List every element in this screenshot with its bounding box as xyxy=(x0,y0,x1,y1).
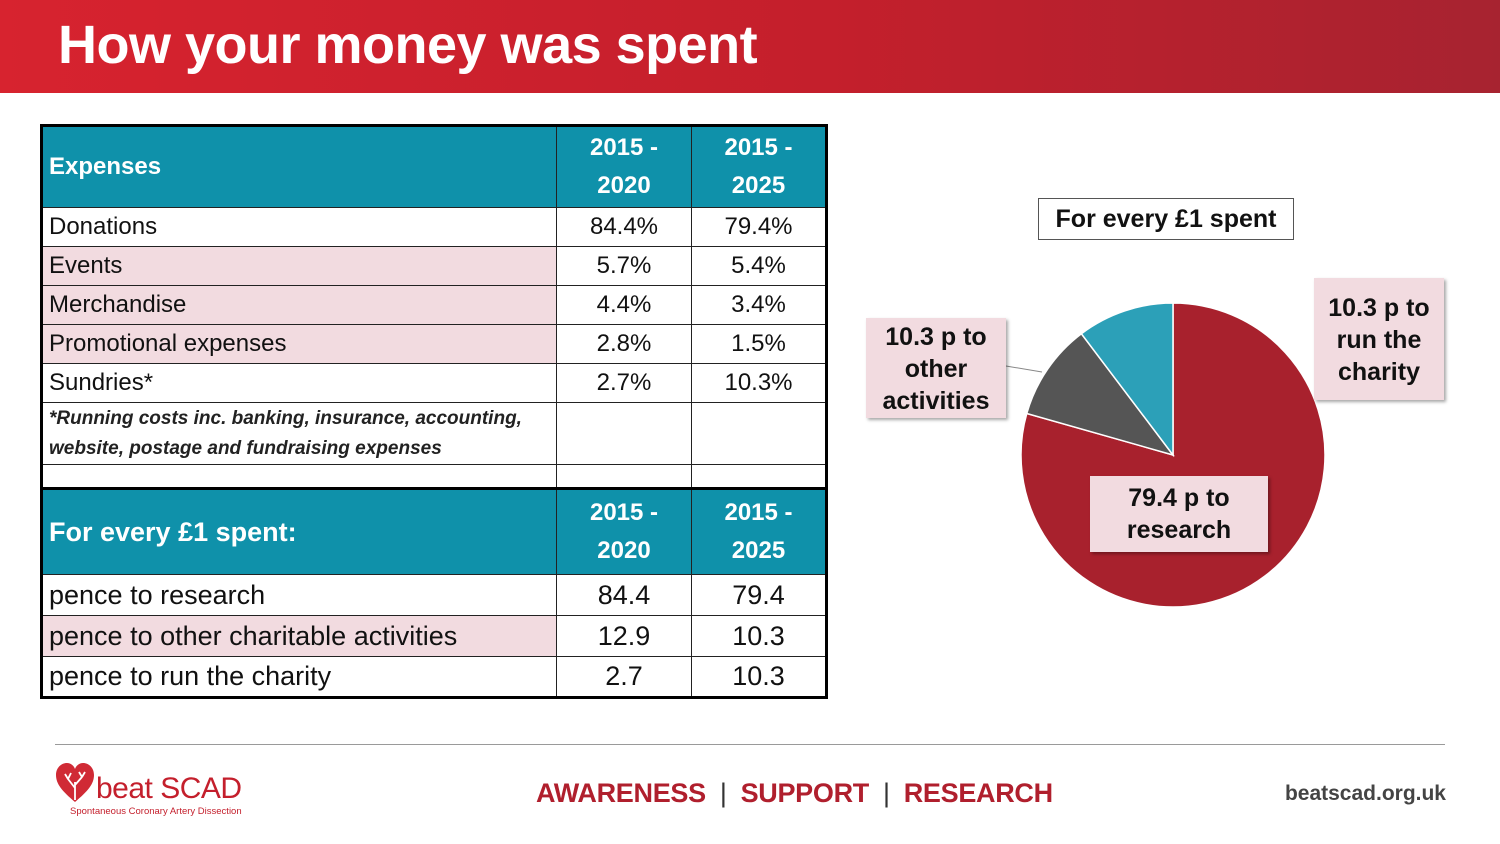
row-value-2020: 2.7% xyxy=(556,363,692,403)
callout-run-charity: 10.3 p to run the charity xyxy=(1314,278,1444,400)
footnote-line-1: *Running costs inc. banking, insurance, … xyxy=(49,407,522,429)
tagline-separator: | xyxy=(719,778,727,808)
pound-header-col2: 2015 - 2025 xyxy=(691,488,827,575)
beat-scad-logo[interactable]: beat SCAD Spontaneous Coronary Artery Di… xyxy=(54,760,254,820)
title-banner: How your money was spent xyxy=(0,0,1500,93)
row-value-2025: 79.4 xyxy=(691,574,827,616)
row-value-2025: 5.4% xyxy=(691,246,827,286)
empty-cell xyxy=(691,464,827,490)
row-value-2025: 1.5% xyxy=(691,324,827,364)
row-value-2025: 10.3 xyxy=(691,656,827,698)
pound-header-label: For every £1 spent: xyxy=(41,488,557,575)
pound-header-col1: 2015 - 2020 xyxy=(556,488,692,575)
callout-research: 79.4 p to research xyxy=(1090,476,1268,552)
pie-title: For every £1 spent xyxy=(1038,198,1294,240)
row-value-2020: 2.7 xyxy=(556,656,692,698)
table-row: Merchandise 4.4% 3.4% xyxy=(41,285,827,325)
footnote-line-2: website, postage and fundraising expense… xyxy=(49,437,442,459)
website-link[interactable]: beatscad.org.uk xyxy=(1284,782,1446,805)
tagline: AWARENESS | SUPPORT | RESEARCH xyxy=(536,778,1053,809)
callout-leader-line xyxy=(1005,365,1043,373)
row-value-2020: 84.4% xyxy=(556,207,692,247)
row-label: pence to run the charity xyxy=(41,656,557,698)
expenses-header-col1: 2015 - 2020 xyxy=(556,125,692,208)
tagline-awareness: AWARENESS xyxy=(536,778,706,808)
empty-cell xyxy=(41,464,557,490)
table-row: Promotional expenses 2.8% 1.5% xyxy=(41,324,827,364)
brand-subtitle: Spontaneous Coronary Artery Dissection xyxy=(70,806,242,817)
empty-cell xyxy=(556,402,692,465)
row-value-2020: 84.4 xyxy=(556,574,692,616)
footer-divider xyxy=(55,744,1445,745)
expenses-header-col2: 2015 - 2025 xyxy=(691,125,827,208)
row-label: pence to other charitable activities xyxy=(41,615,557,657)
table-row: pence to research 84.4 79.4 xyxy=(41,574,827,616)
table-row: pence to run the charity 2.7 10.3 xyxy=(41,656,827,698)
pie-slice-run-charity xyxy=(1080,302,1174,458)
tagline-research: RESEARCH xyxy=(903,778,1053,808)
row-label: pence to research xyxy=(41,574,557,616)
row-label: Merchandise xyxy=(41,285,557,325)
footnote: *Running costs inc. banking, insurance, … xyxy=(41,402,557,465)
callout-other-activities: 10.3 p to other activities xyxy=(866,318,1006,418)
table-row: pence to other charitable activities 12.… xyxy=(41,615,827,657)
row-value-2020: 12.9 xyxy=(556,615,692,657)
heart-icon xyxy=(56,763,94,802)
expenses-table: Expenses 2015 - 2020 2015 - 2025 Donatio… xyxy=(40,124,828,699)
row-value-2025: 3.4% xyxy=(691,285,827,325)
empty-cell xyxy=(691,402,827,465)
page-title: How your money was spent xyxy=(58,15,758,75)
row-value-2025: 10.3% xyxy=(691,363,827,403)
tagline-support: SUPPORT xyxy=(740,778,870,808)
row-label: Donations xyxy=(41,207,557,247)
footnote-row: *Running costs inc. banking, insurance, … xyxy=(41,402,827,465)
tagline-separator: | xyxy=(882,778,890,808)
row-value-2025: 10.3 xyxy=(691,615,827,657)
row-value-2020: 4.4% xyxy=(556,285,692,325)
table-row: Donations 84.4% 79.4% xyxy=(41,207,827,247)
pie-slice-other-activities xyxy=(1025,332,1175,457)
empty-cell xyxy=(556,464,692,490)
spacer-row xyxy=(41,464,827,490)
row-label: Promotional expenses xyxy=(41,324,557,364)
brand-name: beat SCAD xyxy=(96,772,242,805)
pound-header-row: For every £1 spent: 2015 - 2020 2015 - 2… xyxy=(41,488,827,575)
row-value-2020: 5.7% xyxy=(556,246,692,286)
pie-slices xyxy=(1020,302,1326,608)
row-value-2020: 2.8% xyxy=(556,324,692,364)
